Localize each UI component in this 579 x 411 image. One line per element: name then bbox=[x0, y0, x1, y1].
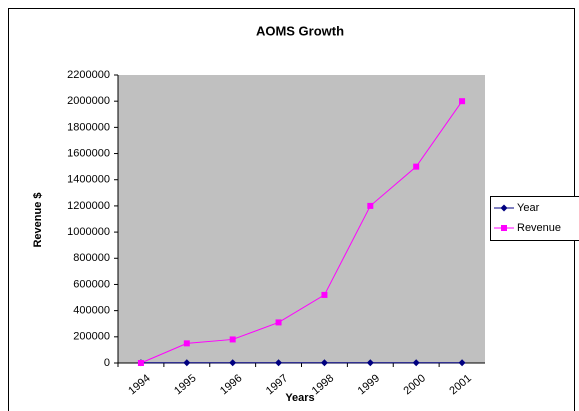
chart-title: AOMS Growth bbox=[256, 23, 344, 38]
y-tick-label: 1600000 bbox=[67, 147, 110, 159]
y-tick-label: 600000 bbox=[73, 278, 110, 290]
marker bbox=[137, 360, 144, 366]
legend-marker bbox=[501, 225, 507, 231]
y-tick-label: 1400000 bbox=[67, 174, 110, 186]
y-tick-label: 800000 bbox=[73, 252, 110, 264]
y-tick-label: 2000000 bbox=[67, 95, 110, 107]
marker bbox=[458, 359, 466, 367]
marker bbox=[366, 359, 374, 367]
y-tick-label: 200000 bbox=[73, 331, 110, 343]
y-tick-label: 2200000 bbox=[67, 69, 110, 81]
legend-box bbox=[490, 196, 579, 241]
x-axis-title: Years bbox=[285, 392, 314, 404]
marker bbox=[320, 359, 328, 367]
legend-label: Revenue bbox=[517, 222, 561, 234]
marker bbox=[413, 163, 420, 170]
marker bbox=[321, 291, 328, 298]
marker bbox=[367, 202, 374, 209]
marker bbox=[459, 98, 466, 105]
marker bbox=[275, 359, 283, 367]
y-tick-label: 1000000 bbox=[67, 226, 110, 238]
marker bbox=[183, 359, 191, 367]
plot-area bbox=[118, 75, 485, 363]
y-axis-title: Revenue $ bbox=[32, 192, 44, 247]
legend-label: Year bbox=[517, 202, 540, 214]
y-tick-label: 400000 bbox=[73, 305, 110, 317]
marker bbox=[275, 319, 282, 326]
marker bbox=[229, 336, 236, 343]
legend-marker bbox=[500, 204, 508, 212]
y-tick-label: 0 bbox=[104, 357, 110, 369]
y-tick-label: 1800000 bbox=[67, 121, 110, 133]
y-tick-label: 1200000 bbox=[67, 200, 110, 212]
line bbox=[140, 100, 463, 364]
marker bbox=[229, 359, 237, 367]
marker bbox=[183, 340, 190, 347]
marker bbox=[412, 359, 420, 367]
